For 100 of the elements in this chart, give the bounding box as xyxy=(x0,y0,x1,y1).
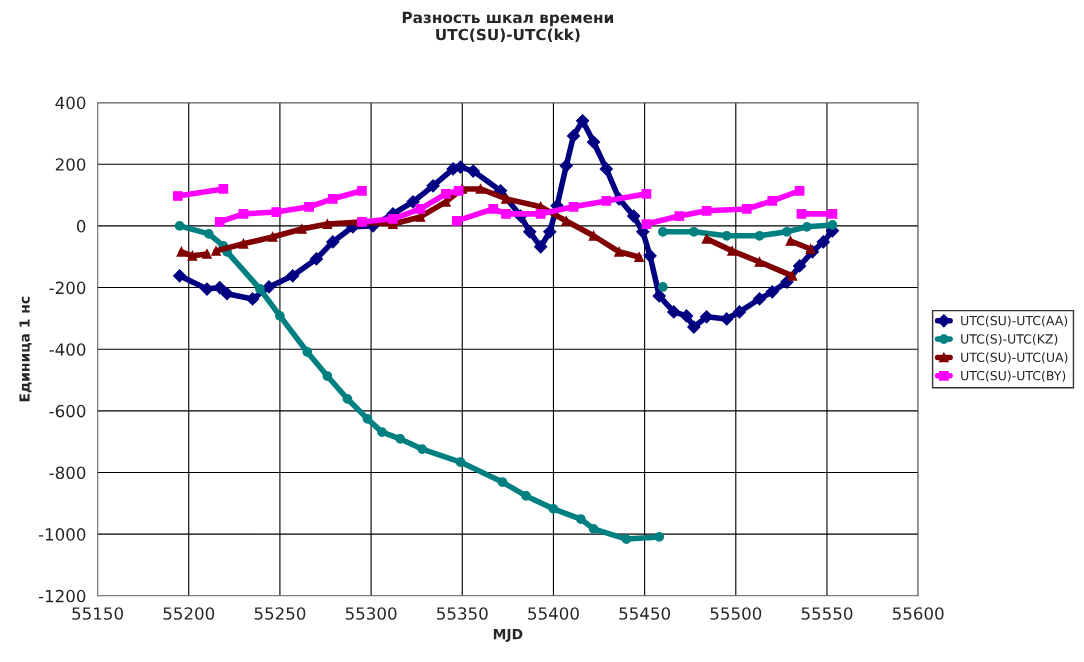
legend-label: UTC(S)-UTC(KZ) xyxy=(961,334,1058,346)
point xyxy=(586,135,601,149)
point xyxy=(497,477,508,487)
point xyxy=(568,201,579,212)
point xyxy=(599,162,613,176)
point xyxy=(627,209,641,223)
x-tick-label: 55200 xyxy=(163,607,215,620)
point xyxy=(793,259,807,273)
point xyxy=(174,221,185,231)
point xyxy=(787,270,798,281)
point xyxy=(674,211,685,221)
point xyxy=(727,246,738,256)
point xyxy=(453,185,464,196)
point xyxy=(548,504,559,514)
point xyxy=(559,159,573,173)
point xyxy=(614,246,624,257)
point xyxy=(466,164,480,178)
point xyxy=(780,275,794,289)
point xyxy=(701,233,712,244)
point xyxy=(827,220,838,230)
point xyxy=(440,188,451,199)
point xyxy=(245,292,260,306)
point xyxy=(309,252,323,266)
point xyxy=(687,320,701,334)
x-tick-label: 55500 xyxy=(710,607,762,620)
point xyxy=(220,287,234,301)
point xyxy=(827,209,838,219)
point xyxy=(535,209,546,219)
point xyxy=(322,219,333,229)
chart-title: Разность шкал времени UTC(SU)-UTC(kk) xyxy=(402,11,613,43)
point xyxy=(326,235,340,249)
point xyxy=(566,129,581,143)
point xyxy=(406,195,420,209)
point xyxy=(657,282,668,292)
point xyxy=(214,217,225,227)
point xyxy=(701,205,712,216)
point xyxy=(781,226,792,237)
point xyxy=(475,184,486,194)
point xyxy=(634,252,645,262)
point xyxy=(785,236,796,246)
point xyxy=(451,216,462,226)
point xyxy=(654,532,665,542)
legend-label: UTC(SU)-UTC(UA) xyxy=(961,352,1068,364)
point xyxy=(805,244,816,254)
point xyxy=(576,114,590,128)
point xyxy=(395,434,406,444)
point xyxy=(601,196,612,206)
point xyxy=(523,225,537,239)
y-tick-label: 0 xyxy=(76,219,86,233)
y-tick-label: -800 xyxy=(49,466,86,480)
point xyxy=(488,204,499,214)
y-tick-label: -1200 xyxy=(38,589,86,603)
point xyxy=(667,305,681,319)
point xyxy=(172,191,183,201)
point xyxy=(342,393,353,404)
point xyxy=(765,285,779,299)
point xyxy=(700,310,714,324)
point xyxy=(415,204,426,214)
point xyxy=(417,444,428,454)
point xyxy=(211,246,221,256)
point xyxy=(388,213,398,224)
point xyxy=(679,309,694,323)
point xyxy=(357,185,367,196)
x-tick-label: 55550 xyxy=(801,607,853,620)
point xyxy=(534,240,548,254)
point xyxy=(200,282,214,296)
point xyxy=(187,250,198,261)
point xyxy=(302,347,313,357)
point xyxy=(643,249,657,263)
point xyxy=(641,188,652,199)
y-tick-label: 200 xyxy=(55,158,86,171)
x-tick-label: 55250 xyxy=(254,607,306,620)
x-tick-label: 55300 xyxy=(345,607,397,620)
point xyxy=(238,238,249,249)
point xyxy=(202,249,212,259)
point xyxy=(271,207,282,217)
point xyxy=(322,371,333,381)
point xyxy=(802,221,812,232)
x-tick-label: 55400 xyxy=(528,607,579,620)
point xyxy=(588,524,599,534)
point xyxy=(213,280,227,295)
point xyxy=(720,312,734,326)
point xyxy=(415,212,426,222)
y-tick-label: -200 xyxy=(49,281,86,295)
point xyxy=(218,184,229,194)
y-tick-label: -400 xyxy=(49,343,86,356)
x-tick-label: 55600 xyxy=(892,607,944,620)
point xyxy=(377,427,387,437)
point xyxy=(652,289,666,303)
y-tick-label: 400 xyxy=(55,96,86,110)
point xyxy=(455,457,466,467)
point xyxy=(754,257,765,267)
point xyxy=(362,414,373,424)
point xyxy=(173,269,187,283)
x-tick-label: 55150 xyxy=(72,607,123,620)
point xyxy=(275,311,285,321)
point xyxy=(501,193,511,204)
point xyxy=(657,226,668,237)
point xyxy=(641,219,652,229)
point xyxy=(521,491,531,501)
